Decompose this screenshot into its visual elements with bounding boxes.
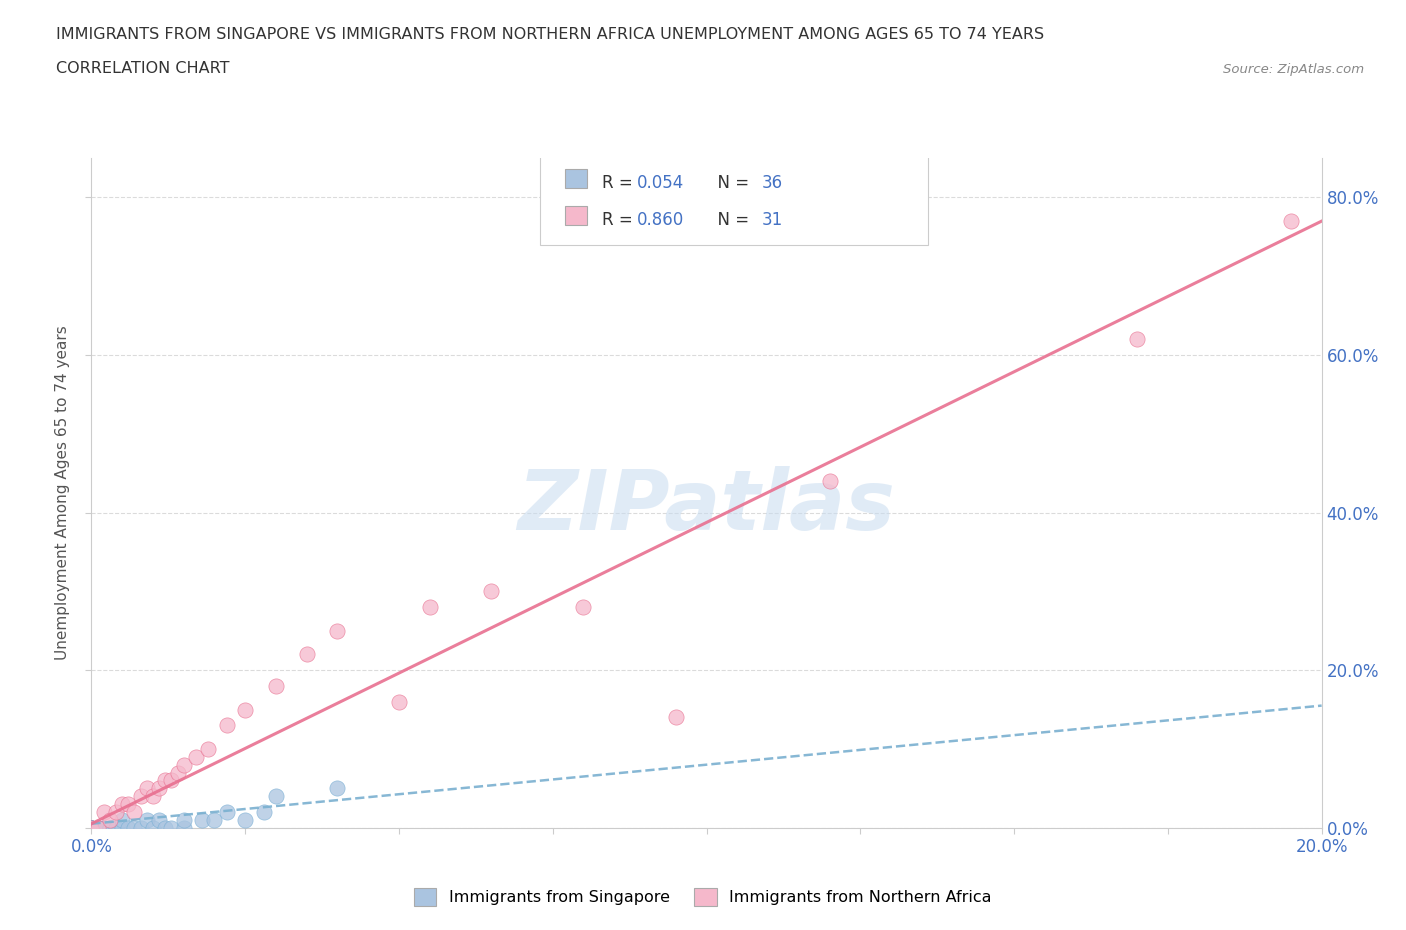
- Point: [419, 600, 441, 615]
- Point: [215, 718, 238, 733]
- Text: 0.054: 0.054: [637, 174, 683, 192]
- Text: IMMIGRANTS FROM SINGAPORE VS IMMIGRANTS FROM NORTHERN AFRICA UNEMPLOYMENT AMONG : IMMIGRANTS FROM SINGAPORE VS IMMIGRANTS …: [56, 27, 1045, 42]
- Point: [93, 820, 115, 835]
- Point: [80, 820, 103, 835]
- Point: [86, 820, 108, 835]
- Point: [264, 789, 287, 804]
- Point: [98, 820, 121, 835]
- FancyBboxPatch shape: [565, 206, 588, 225]
- Point: [80, 820, 103, 835]
- Point: [264, 679, 287, 694]
- Point: [479, 584, 502, 599]
- Point: [233, 702, 256, 717]
- Text: 0.860: 0.860: [637, 211, 683, 229]
- Point: [173, 813, 195, 828]
- Point: [202, 813, 225, 828]
- Point: [166, 765, 188, 780]
- Point: [129, 820, 152, 835]
- Text: N =: N =: [706, 174, 754, 192]
- Point: [153, 820, 177, 835]
- Point: [80, 820, 103, 835]
- Point: [148, 813, 170, 828]
- Point: [86, 820, 108, 835]
- Text: ZIPatlas: ZIPatlas: [517, 466, 896, 547]
- Text: 36: 36: [762, 174, 783, 192]
- Point: [124, 820, 146, 835]
- Point: [388, 694, 411, 709]
- Point: [173, 820, 195, 835]
- Point: [111, 820, 134, 835]
- Point: [80, 820, 103, 835]
- Point: [80, 820, 103, 835]
- Point: [160, 773, 183, 788]
- Point: [117, 797, 139, 812]
- Point: [153, 773, 177, 788]
- FancyBboxPatch shape: [565, 169, 588, 188]
- Point: [253, 804, 276, 819]
- Y-axis label: Unemployment Among Ages 65 to 74 years: Unemployment Among Ages 65 to 74 years: [55, 326, 70, 660]
- Text: Source: ZipAtlas.com: Source: ZipAtlas.com: [1223, 63, 1364, 76]
- Text: N =: N =: [706, 211, 754, 229]
- Point: [215, 804, 238, 819]
- Point: [233, 813, 256, 828]
- Point: [80, 820, 103, 835]
- Legend: Immigrants from Singapore, Immigrants from Northern Africa: Immigrants from Singapore, Immigrants fr…: [408, 882, 998, 912]
- Point: [173, 757, 195, 772]
- Point: [818, 473, 841, 488]
- Point: [665, 710, 688, 724]
- Text: R =: R =: [602, 211, 638, 229]
- Point: [80, 820, 103, 835]
- Point: [80, 820, 103, 835]
- Point: [129, 789, 152, 804]
- Point: [191, 813, 214, 828]
- Point: [105, 804, 127, 819]
- Text: R =: R =: [602, 174, 638, 192]
- Point: [98, 813, 121, 828]
- Point: [105, 820, 127, 835]
- Point: [86, 820, 108, 835]
- Point: [295, 647, 318, 662]
- Point: [160, 820, 183, 835]
- Point: [142, 789, 165, 804]
- Point: [326, 781, 349, 796]
- Point: [135, 781, 157, 796]
- Point: [326, 623, 349, 638]
- Point: [148, 781, 170, 796]
- Point: [93, 804, 115, 819]
- Point: [98, 820, 121, 835]
- Point: [80, 820, 103, 835]
- Point: [184, 750, 207, 764]
- Point: [135, 813, 157, 828]
- Text: CORRELATION CHART: CORRELATION CHART: [56, 61, 229, 76]
- Point: [117, 820, 139, 835]
- Point: [124, 804, 146, 819]
- Point: [93, 820, 115, 835]
- Point: [572, 600, 595, 615]
- FancyBboxPatch shape: [540, 154, 928, 246]
- Point: [1279, 214, 1302, 229]
- Text: 31: 31: [762, 211, 783, 229]
- Point: [197, 741, 219, 756]
- Point: [80, 820, 103, 835]
- Point: [80, 820, 103, 835]
- Point: [142, 820, 165, 835]
- Point: [111, 813, 134, 828]
- Point: [1126, 332, 1149, 347]
- Point: [111, 797, 134, 812]
